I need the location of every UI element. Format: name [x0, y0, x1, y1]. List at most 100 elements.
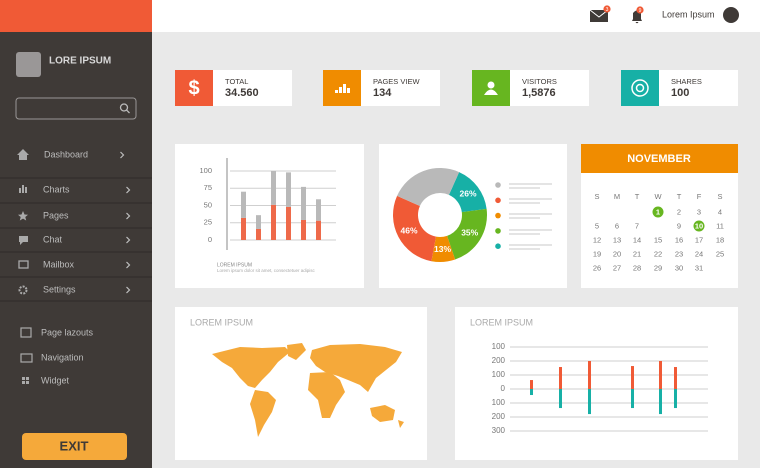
date[interactable]: 22	[654, 249, 662, 258]
user-name[interactable]: Lorem Ipsum	[662, 9, 715, 19]
widget-icon	[22, 377, 29, 384]
date[interactable]: 12	[593, 235, 601, 244]
date[interactable]: 28	[633, 263, 641, 272]
date[interactable]: 21	[633, 249, 641, 258]
map-panel	[175, 307, 427, 460]
bar-segment	[241, 217, 246, 240]
nav-link[interactable]: Navigation	[41, 352, 84, 362]
bar-segment	[271, 204, 276, 240]
date[interactable]: 16	[675, 235, 683, 244]
stat-icon: $	[188, 77, 199, 99]
date[interactable]: 20	[613, 249, 621, 258]
sidebar-header	[0, 0, 152, 32]
bar-segment	[286, 172, 291, 207]
date[interactable]: 10	[695, 221, 703, 230]
date[interactable]: 29	[654, 263, 662, 272]
chevron	[126, 236, 131, 244]
date[interactable]: 9	[677, 221, 681, 230]
stat-label: VISITORS	[522, 77, 557, 86]
date[interactable]: 6	[615, 221, 619, 230]
y-tick-label: 200	[492, 412, 506, 421]
search-icon	[126, 109, 130, 114]
bell-icon[interactable]	[632, 10, 642, 24]
nav-link[interactable]: Page lazouts	[41, 327, 94, 337]
pages-icon	[18, 211, 28, 221]
date[interactable]: 19	[593, 249, 601, 258]
date[interactable]: 4	[718, 207, 722, 216]
world-map	[212, 343, 404, 437]
chevron	[126, 286, 131, 294]
bar-segment	[301, 186, 306, 220]
y-tick-label: 100	[199, 166, 212, 175]
y-tick-label: 200	[492, 356, 506, 365]
date[interactable]: 24	[695, 249, 703, 258]
legend-lines	[509, 183, 552, 250]
stat-value: 100	[671, 87, 689, 99]
menu-item[interactable]: Settings	[43, 284, 76, 294]
date[interactable]: 25	[716, 249, 724, 258]
date-highlight	[652, 206, 664, 218]
y-tick-label: 100	[492, 398, 506, 407]
search-box[interactable]	[15, 97, 137, 120]
date[interactable]: 13	[613, 235, 621, 244]
legend-dot	[495, 243, 501, 249]
menu-item[interactable]: Mailbox	[43, 259, 75, 269]
user-avatar[interactable]	[723, 7, 739, 23]
weekday: S	[717, 192, 722, 201]
search-icon	[119, 103, 129, 112]
weekday: S	[594, 192, 599, 201]
donut-slice	[397, 168, 460, 207]
chevron	[126, 186, 131, 194]
bell-badge-count: 9	[639, 8, 642, 14]
stat-value: 1,5876	[522, 87, 556, 99]
navigation-icon	[20, 353, 33, 363]
y-tick-label: 0	[208, 235, 212, 244]
date[interactable]: 7	[635, 221, 639, 230]
date[interactable]: 30	[675, 263, 683, 272]
y-tick-label: 0	[501, 384, 506, 393]
stat-label: PAGES VIEW	[373, 77, 420, 86]
nav-link[interactable]: Widget	[41, 375, 70, 385]
date[interactable]: 27	[613, 263, 621, 272]
legend-dot	[495, 182, 501, 188]
sidebar	[0, 0, 152, 468]
stat-icon	[487, 81, 495, 89]
panel-title: LOREM IPSUM	[190, 317, 253, 327]
stat-icon	[343, 84, 346, 93]
slice-label: 26%	[460, 188, 477, 198]
date[interactable]: 15	[654, 235, 662, 244]
date[interactable]: 26	[593, 263, 601, 272]
page-icon	[20, 327, 32, 338]
date[interactable]: 1	[656, 207, 660, 216]
date[interactable]: 18	[716, 235, 724, 244]
slice-label: 46%	[401, 226, 418, 236]
date[interactable]: 3	[697, 207, 701, 216]
bar-segment	[286, 206, 291, 240]
topbar	[152, 0, 760, 32]
settings-icon	[18, 285, 28, 295]
date[interactable]: 23	[675, 249, 683, 258]
mail-icon	[589, 9, 609, 18]
date[interactable]: 14	[633, 235, 641, 244]
menu-item[interactable]: Chat	[43, 234, 63, 244]
menu-item[interactable]: Dashboard	[44, 149, 88, 159]
date[interactable]: 17	[695, 235, 703, 244]
stat-value: 34.560	[225, 87, 259, 99]
y-tick-label: 100	[492, 370, 506, 379]
date-highlight	[693, 220, 705, 232]
date[interactable]: 5	[595, 221, 599, 230]
mailbox-icon	[18, 260, 29, 269]
date[interactable]: 11	[716, 221, 724, 230]
y-tick-label: 50	[204, 200, 212, 209]
weekday: M	[614, 192, 620, 201]
stat-label: TOTAL	[225, 77, 248, 86]
date[interactable]: 31	[695, 263, 703, 272]
date[interactable]: 2	[677, 207, 681, 216]
month: NOVEMBER	[627, 153, 691, 165]
bar-down	[530, 389, 533, 396]
menu-item[interactable]: Pages	[43, 210, 69, 220]
menu-item[interactable]: Charts	[43, 184, 70, 194]
exit-button[interactable]	[22, 433, 127, 460]
calendar-header	[581, 144, 738, 173]
